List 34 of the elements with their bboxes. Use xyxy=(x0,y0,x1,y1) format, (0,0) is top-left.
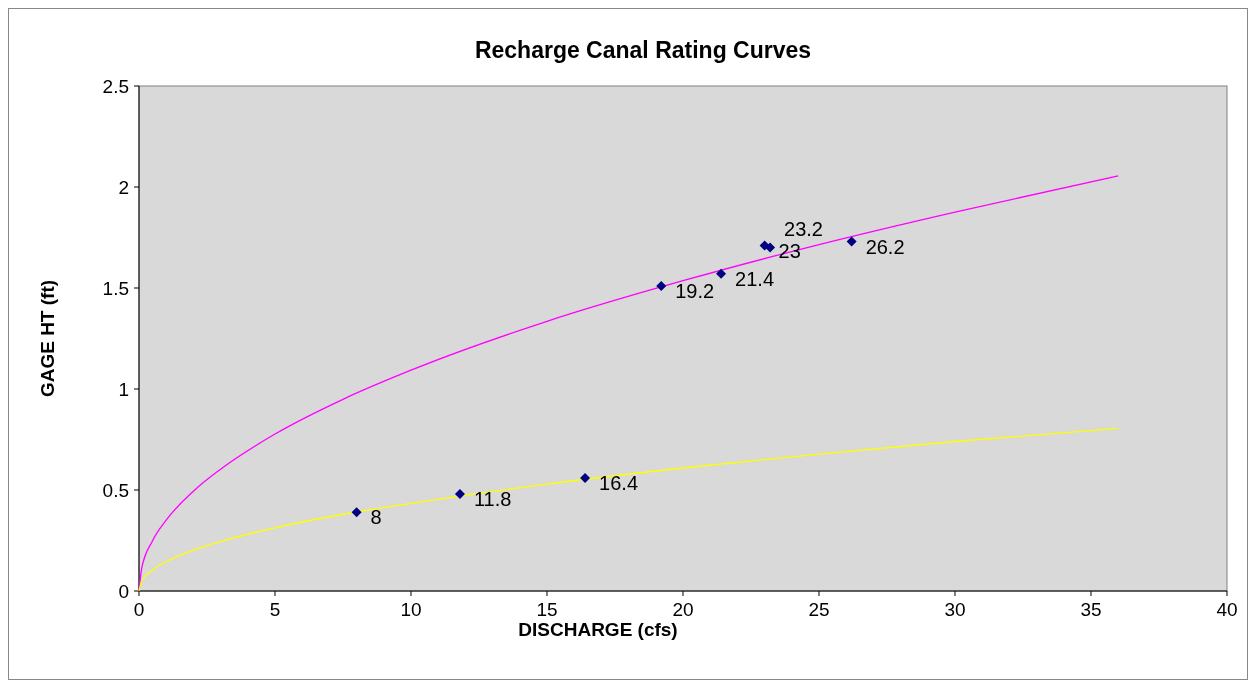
annotation: 21.4 xyxy=(735,267,775,290)
x-tick-label: 30 xyxy=(944,599,966,620)
annotation: 16.4 xyxy=(599,471,639,494)
annotation: 8 xyxy=(370,506,382,529)
y-tick-label: 0 xyxy=(118,581,129,602)
x-tick-label: 40 xyxy=(1216,599,1238,620)
line-series xyxy=(138,175,1119,592)
annotation: 26.2 xyxy=(865,235,905,258)
annotation: 19.2 xyxy=(675,279,715,302)
x-tick-label: 25 xyxy=(808,599,830,620)
point xyxy=(580,472,591,483)
point xyxy=(454,489,465,500)
x-tick-label: 0 xyxy=(133,599,145,620)
x-tick-label: 5 xyxy=(269,599,281,620)
point xyxy=(765,242,776,253)
y-tick-label: 2 xyxy=(118,177,129,198)
annotation: 23.2 xyxy=(784,217,823,240)
point xyxy=(716,268,727,279)
x-tick-label: 10 xyxy=(400,599,422,620)
point xyxy=(656,280,667,291)
chart-title: Recharge Canal Rating Curves xyxy=(474,37,812,63)
y-tick-label: 1.5 xyxy=(102,278,129,299)
y-tick-label: 2.5 xyxy=(102,76,129,97)
y-axis-title: GAGE HT (ft) xyxy=(37,279,58,398)
x-axis-title: DISCHARGE (cfs) xyxy=(518,619,678,640)
annotation: 11.8 xyxy=(473,488,512,511)
x-tick-label: 35 xyxy=(1080,599,1102,620)
y-tick-label: 0.5 xyxy=(102,480,129,501)
x-tick-label: 15 xyxy=(536,599,558,620)
line-series xyxy=(138,427,1119,592)
point xyxy=(351,507,362,518)
y-tick-label: 1 xyxy=(118,379,129,400)
point xyxy=(846,236,857,247)
x-tick-label: 20 xyxy=(672,599,694,620)
